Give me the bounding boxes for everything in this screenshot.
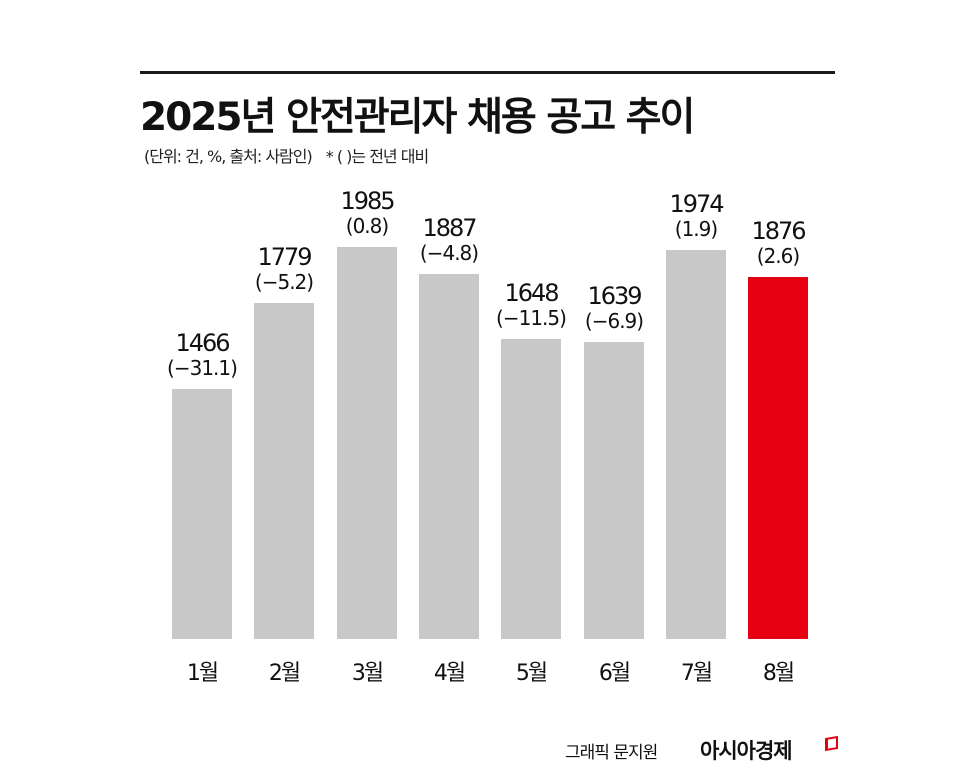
- value-label: 1974: [669, 190, 724, 218]
- unit-source-label: (단위: 건, %, 출처: 사람인): [144, 147, 313, 166]
- change-label: (−4.8): [419, 241, 479, 265]
- bar-2: [254, 303, 314, 639]
- change-label: (2.6): [756, 244, 800, 268]
- value-label: 1876: [751, 217, 806, 245]
- value-label: 1887: [422, 214, 477, 242]
- x-tick-label: 8월: [762, 661, 795, 686]
- bar-4: [419, 274, 479, 639]
- graphic-credit: 그래픽 문지원: [565, 743, 658, 763]
- top-rule: [140, 71, 835, 74]
- change-label: (−5.2): [254, 270, 314, 294]
- x-tick-label: 6월: [598, 661, 631, 686]
- change-label: (−6.9): [584, 309, 644, 333]
- value-label: 1639: [587, 282, 642, 310]
- change-label: (1.9): [674, 217, 718, 241]
- chart-subtitle: (단위: 건, %, 출처: 사람인) * ( )는 전년 대비: [144, 143, 429, 167]
- change-label: (−11.5): [496, 306, 567, 330]
- x-tick-label: 1월: [186, 661, 219, 686]
- bar-7: [666, 250, 726, 639]
- bar-6: [584, 342, 644, 639]
- x-tick-label: 2월: [268, 661, 301, 686]
- bar-5: [501, 339, 561, 639]
- x-tick-label: 4월: [433, 661, 466, 686]
- change-label: (0.8): [345, 214, 389, 238]
- chart-title: 2025년 안전관리자 채용 공고 추이: [140, 95, 695, 140]
- value-label: 1985: [340, 187, 395, 215]
- x-tick-label: 7월: [680, 661, 713, 686]
- x-tick-label: 3월: [351, 661, 384, 686]
- value-label: 1466: [175, 329, 230, 357]
- bar-3: [337, 247, 397, 639]
- yoy-note: * ( )는 전년 대비: [325, 147, 429, 166]
- x-tick-label: 5월: [515, 661, 548, 686]
- value-label: 1648: [504, 279, 559, 307]
- brand-logo: 아시아경제: [700, 739, 793, 763]
- bar-8: [748, 277, 808, 639]
- bar-1: [172, 389, 232, 639]
- value-label: 1779: [257, 243, 312, 271]
- brand-mark-icon: [825, 735, 838, 752]
- change-label: (−31.1): [167, 356, 238, 380]
